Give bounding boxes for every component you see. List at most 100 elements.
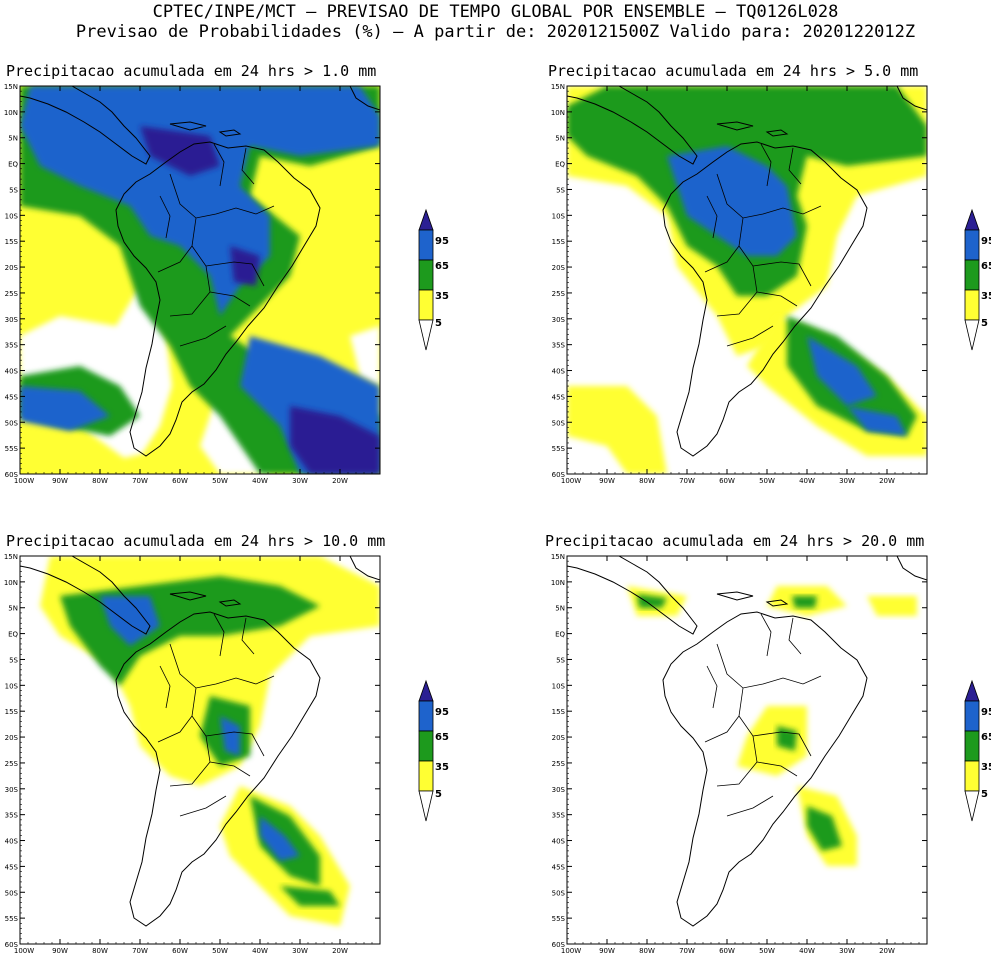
lat-label: 5S	[556, 656, 565, 664]
lat-label: 15S	[552, 708, 566, 716]
colorbar-label: 35	[981, 762, 991, 773]
lat-label: 50S	[5, 419, 19, 427]
lon-label: 30W	[839, 477, 855, 485]
lat-label: 45S	[552, 863, 566, 871]
lon-label: 80W	[92, 947, 108, 955]
lat-label: 25S	[552, 760, 566, 768]
lat-label: 5S	[556, 186, 565, 194]
lat-label: 5S	[9, 186, 18, 194]
lon-label: 80W	[639, 477, 655, 485]
lat-label: 10S	[5, 682, 19, 690]
lat-label: 60S	[552, 941, 566, 949]
lon-label: 90W	[599, 477, 615, 485]
lat-label: EQ	[555, 631, 565, 639]
lat-label: 55S	[5, 445, 19, 453]
colorbar-label: 65	[435, 261, 449, 272]
lon-label: 100W	[561, 477, 581, 485]
lon-label: 50W	[759, 947, 775, 955]
colorbar-label: 95	[435, 236, 449, 247]
map-panel-2: 15N 10N 5N EQ 5S 10S 15S 20S 25S 30S 35S 40S 45S 50S 5…	[551, 83, 928, 485]
lat-label: 30S	[552, 786, 566, 794]
lat-label: 50S	[5, 889, 19, 897]
panel-title-1mm: Precipitacao acumulada em 24 hrs > 1.0 m…	[6, 62, 377, 80]
lon-label: 60W	[172, 477, 188, 485]
lon-label: 30W	[292, 477, 308, 485]
lat-label: 5N	[8, 605, 18, 613]
lon-label: 90W	[599, 947, 615, 955]
colorbar-label: 35	[435, 291, 449, 302]
lon-label: 50W	[759, 477, 775, 485]
lon-label: 50W	[212, 477, 228, 485]
lat-label: EQ	[8, 631, 18, 639]
lon-label: 60W	[719, 947, 735, 955]
lat-label: 55S	[5, 915, 19, 923]
lat-label: 20S	[5, 734, 19, 742]
lon-label: 20W	[332, 947, 348, 955]
colorbar-3: 95 65 35 5	[418, 679, 449, 822]
lon-label: 100W	[561, 947, 581, 955]
lon-label: 100W	[14, 477, 34, 485]
map-panel-3: 15N 10N 5N EQ 5S 10S 15S 20S 25S 30S 35S 40S 45S 50S 5…	[4, 553, 381, 955]
colorbar-label: 65	[981, 261, 991, 272]
lon-label: 20W	[879, 947, 895, 955]
lat-label: 10S	[552, 682, 566, 690]
lat-label: 10S	[552, 212, 566, 220]
colorbar-label: 5	[981, 318, 988, 329]
header-line-1: CPTEC/INPE/MCT – PREVISAO DE TEMPO GLOBA…	[152, 2, 839, 22]
lon-label: 40W	[799, 947, 815, 955]
colorbar-label: 5	[435, 318, 442, 329]
panel-title-20mm: Precipitacao acumulada em 24 hrs > 20.0 …	[545, 532, 925, 550]
lon-label: 80W	[639, 947, 655, 955]
lat-label: 15S	[5, 238, 19, 246]
colorbar-2: 95 65 35 5	[964, 208, 991, 351]
lon-label: 60W	[719, 477, 735, 485]
lat-label: 35S	[552, 812, 566, 820]
lat-label: 25S	[5, 760, 19, 768]
lat-label: 10S	[5, 212, 19, 220]
colorbar-label: 65	[981, 732, 991, 743]
lat-label: 30S	[552, 316, 566, 324]
lon-label: 70W	[132, 947, 148, 955]
lat-label: 40S	[5, 838, 19, 846]
lat-label: EQ	[555, 161, 565, 169]
lat-label: 55S	[552, 915, 566, 923]
map-panel-4: 15N 10N 5N EQ 5S 10S 15S 20S 25S 30S 35S 40S 45S 50S 5…	[551, 553, 928, 955]
colorbar-label: 65	[435, 732, 449, 743]
colorbar-4: 95 65 35 5	[964, 679, 991, 822]
lon-label: 40W	[252, 477, 268, 485]
lon-label: 30W	[839, 947, 855, 955]
lat-label: 35S	[5, 812, 19, 820]
lat-label: 20S	[5, 264, 19, 272]
lat-label: 60S	[5, 941, 19, 949]
panel-title-5mm: Precipitacao acumulada em 24 hrs > 5.0 m…	[548, 62, 919, 80]
lat-label: 35S	[5, 342, 19, 350]
lat-label: EQ	[8, 161, 18, 169]
lat-label: 60S	[552, 471, 566, 479]
colorbar-1: 95 65 35 5	[418, 208, 449, 351]
panel-title-10mm: Precipitacao acumulada em 24 hrs > 10.0 …	[6, 532, 386, 550]
lat-label: 10N	[4, 109, 18, 117]
colorbar-label: 95	[981, 236, 991, 247]
lat-label: 5N	[555, 605, 565, 613]
lat-label: 5N	[8, 135, 18, 143]
lon-label: 20W	[332, 477, 348, 485]
lon-label: 40W	[799, 477, 815, 485]
colorbar-label: 5	[981, 789, 988, 800]
lat-label: 15S	[552, 238, 566, 246]
lat-label: 40S	[552, 838, 566, 846]
lat-label: 10N	[551, 579, 565, 587]
lat-label: 35S	[552, 342, 566, 350]
colorbar-label: 95	[435, 707, 449, 718]
lat-label: 30S	[5, 316, 19, 324]
lon-label: 70W	[679, 477, 695, 485]
lon-label: 50W	[212, 947, 228, 955]
lat-label: 30S	[5, 786, 19, 794]
lat-label: 15N	[4, 83, 18, 91]
lat-label: 45S	[552, 393, 566, 401]
lon-label: 90W	[52, 477, 68, 485]
lat-label: 25S	[552, 290, 566, 298]
lat-label: 50S	[552, 889, 566, 897]
lon-label: 60W	[172, 947, 188, 955]
lat-label: 15N	[551, 553, 565, 561]
